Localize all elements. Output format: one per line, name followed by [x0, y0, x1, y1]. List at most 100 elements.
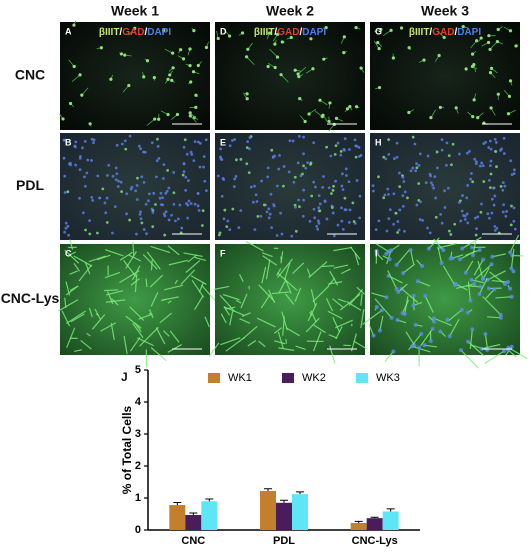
cell-nucleus	[392, 192, 395, 195]
cell-nucleus	[388, 257, 392, 261]
cell-nucleus	[201, 224, 204, 227]
cell-nucleus	[96, 174, 99, 177]
panel-letter: D	[220, 26, 227, 36]
cell-nucleus	[499, 313, 503, 317]
cell-nucleus	[155, 175, 158, 178]
cell-body	[194, 94, 197, 97]
cell-nucleus	[167, 187, 170, 190]
cell-nucleus	[377, 219, 380, 222]
cell-nucleus	[160, 203, 163, 206]
cell-nucleus	[340, 150, 343, 153]
cell-nucleus	[246, 146, 249, 149]
cell-nucleus	[139, 213, 142, 216]
cell-nucleus	[237, 226, 240, 229]
cell-nucleus	[151, 141, 154, 144]
cell-nucleus	[63, 231, 66, 234]
cell-body	[123, 53, 126, 56]
cell-nucleus	[480, 203, 483, 206]
cell-nucleus	[324, 200, 327, 203]
cell-body	[335, 117, 338, 120]
cell-nucleus	[312, 141, 315, 144]
cell-nucleus	[351, 201, 354, 204]
cell-nucleus	[432, 187, 435, 190]
cell-nucleus	[156, 138, 159, 141]
cell-nucleus	[395, 212, 398, 215]
cell-nucleus	[396, 220, 399, 223]
stain-part: DAPI	[147, 27, 171, 38]
cell-nucleus	[202, 166, 205, 169]
cell-nucleus	[340, 206, 343, 209]
cell-nucleus	[184, 189, 187, 192]
cell-nucleus	[317, 206, 320, 209]
cell-nucleus	[302, 136, 305, 139]
neurite	[104, 290, 118, 291]
cell-nucleus	[433, 175, 436, 178]
panel-letter: E	[220, 137, 226, 147]
cell-nucleus	[197, 141, 200, 144]
cell-nucleus	[186, 217, 189, 220]
cell-nucleus	[471, 253, 475, 257]
cell-nucleus	[302, 189, 305, 192]
stain-part: GAD	[122, 27, 144, 38]
cell-nucleus	[162, 177, 165, 180]
cell-nucleus	[348, 221, 351, 224]
cell-nucleus	[164, 214, 167, 217]
cell-nucleus	[138, 145, 141, 148]
cell-nucleus	[125, 192, 128, 195]
cell-nucleus	[343, 149, 346, 152]
cell-nucleus	[161, 196, 164, 199]
micrograph-bg	[60, 22, 210, 130]
cell-body	[188, 64, 191, 67]
cell-nucleus	[309, 220, 312, 223]
cell-nucleus	[172, 171, 175, 174]
cell-nucleus	[304, 167, 307, 170]
cell-nucleus	[282, 185, 285, 188]
cell-body	[274, 66, 277, 69]
legend-swatch	[282, 373, 294, 383]
cell-nucleus	[470, 172, 473, 175]
cell-body	[487, 34, 490, 37]
cell-body	[378, 86, 381, 89]
cell-nucleus	[302, 199, 305, 202]
cell-nucleus	[332, 185, 335, 188]
cell-body	[473, 98, 476, 101]
cell-nucleus	[448, 230, 451, 233]
cell-nucleus	[203, 180, 206, 183]
cell-nucleus	[450, 163, 453, 166]
cell-body	[245, 55, 248, 58]
cell-nucleus	[390, 316, 394, 320]
cell-body	[343, 35, 346, 38]
cell-nucleus	[486, 212, 489, 215]
cell-nucleus	[111, 232, 114, 235]
cell-nucleus	[226, 220, 229, 223]
cell-nucleus	[348, 148, 351, 151]
cell-nucleus	[168, 219, 171, 222]
cell-nucleus	[228, 228, 231, 231]
cell-nucleus	[223, 217, 226, 220]
cell-nucleus	[432, 320, 436, 324]
cell-body	[241, 31, 244, 34]
cell-nucleus	[217, 174, 220, 177]
cell-nucleus	[63, 175, 66, 178]
cell-nucleus	[233, 178, 236, 181]
cell-nucleus	[148, 193, 151, 196]
cell-nucleus	[411, 303, 415, 307]
cell-body	[296, 72, 299, 75]
cell-nucleus	[67, 225, 70, 228]
cell-nucleus	[292, 140, 295, 143]
cell-nucleus	[335, 144, 338, 147]
cell-body	[455, 106, 458, 109]
cell-nucleus	[345, 208, 348, 211]
cell-nucleus	[500, 185, 503, 188]
cell-nucleus	[353, 220, 356, 223]
cell-nucleus	[139, 147, 142, 150]
cell-nucleus	[412, 136, 415, 139]
cell-nucleus	[358, 216, 361, 219]
panel-letter: G	[375, 26, 382, 36]
cell-nucleus	[425, 181, 428, 184]
bar	[276, 503, 292, 530]
cell-nucleus	[398, 172, 401, 175]
y-tick-label: 5	[135, 364, 141, 376]
cell-nucleus	[250, 186, 253, 189]
